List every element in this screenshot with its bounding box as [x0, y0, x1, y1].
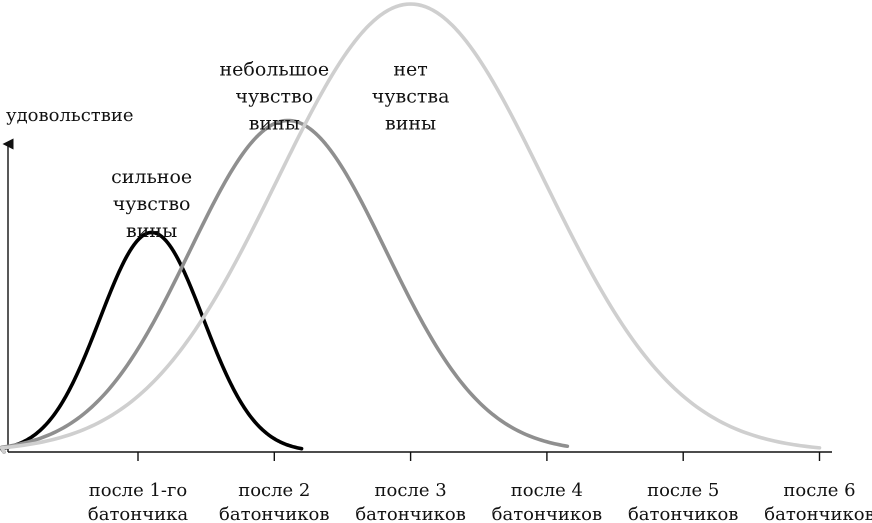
- x-tick-label-line: батончиков: [492, 504, 602, 523]
- series-label-1: сильное чувство вины: [111, 166, 192, 242]
- series-label-line: небольшое: [220, 59, 330, 81]
- series-label-3: нет чувства вины: [372, 59, 450, 135]
- x-tick-label-line: после 2: [238, 480, 310, 501]
- x-tick-label-3: после 3 батончиков: [355, 480, 465, 523]
- series-label-line: вины: [249, 113, 300, 135]
- x-tick-label-line: после 3: [375, 480, 447, 501]
- x-tick-label-line: батончиков: [764, 504, 872, 523]
- series-label-line: нет: [393, 59, 427, 81]
- x-tick-label-line: батончика: [88, 504, 189, 523]
- x-tick-label-4: после 4 батончиков: [492, 480, 602, 523]
- x-tick-label-line: после 4: [511, 480, 583, 501]
- y-axis: удовольствие: [2, 105, 134, 452]
- x-tick-label-5: после 5 батончиков: [628, 480, 738, 523]
- series-line-2: [0, 118, 570, 454]
- x-tick-label-line: батончиков: [219, 504, 329, 523]
- y-axis-label: удовольствие: [6, 105, 134, 126]
- series-label-line: чувство: [113, 193, 191, 215]
- x-tick-label-line: батончиков: [355, 504, 465, 523]
- x-tick-label-line: после 1-го: [89, 480, 188, 501]
- series-label-2: небольшое чувство вины: [220, 59, 330, 135]
- x-tick-label-line: батончиков: [628, 504, 738, 523]
- series-label-line: сильное: [111, 166, 192, 188]
- x-tick-label-line: после 5: [647, 480, 719, 501]
- x-tick-label-6: после 6 батончиков: [764, 480, 872, 523]
- series-lines: [0, 2, 822, 454]
- x-tick-label-line: после 6: [783, 480, 855, 501]
- series-label-line: вины: [385, 113, 436, 135]
- x-tick-label-1: после 1-го батончика: [88, 480, 189, 523]
- x-tick-label-2: после 2 батончиков: [219, 480, 329, 523]
- series-label-line: чувство: [235, 86, 313, 108]
- series-line-1: [0, 230, 304, 454]
- series-line-3: [0, 2, 822, 454]
- series-label-line: чувства: [372, 86, 450, 108]
- series-label-line: вины: [126, 220, 177, 242]
